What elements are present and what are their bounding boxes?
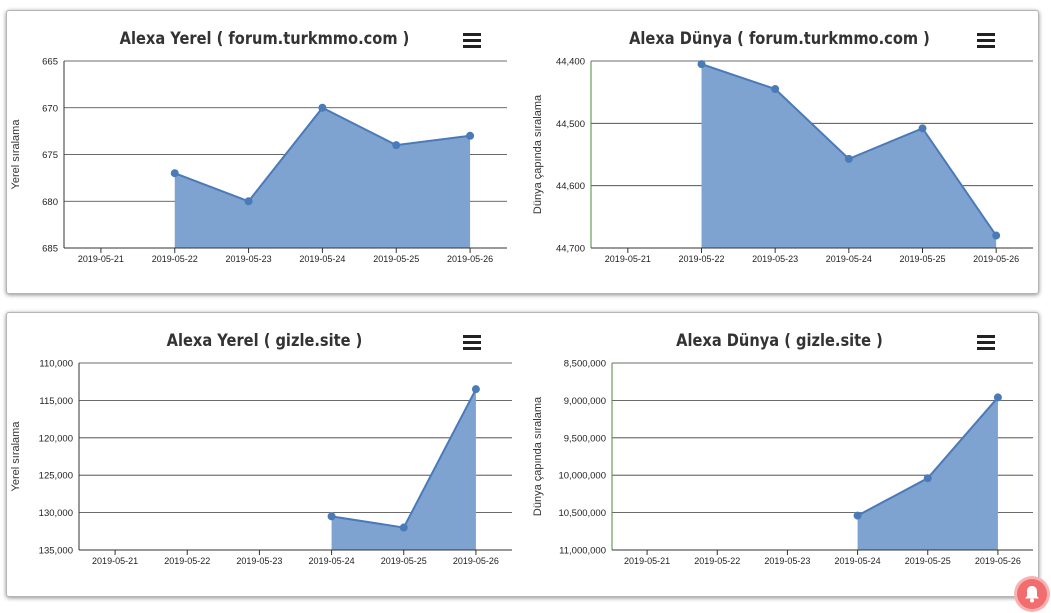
chart-menu-button[interactable] bbox=[463, 33, 481, 49]
y-tick-label: 670 bbox=[42, 103, 58, 114]
y-tick-label: 44,400 bbox=[556, 57, 585, 68]
chart-alexa-local-forum: Alexa Yerel ( forum.turkmmo.com ) 665 670… bbox=[7, 11, 522, 293]
y-tick-label: 115,000 bbox=[39, 396, 73, 407]
series-area bbox=[331, 389, 476, 550]
chart-title: Alexa Yerel ( gizle.site ) bbox=[166, 331, 363, 351]
y-tick-label: 680 bbox=[42, 197, 58, 208]
x-tick-label: 2019-05-25 bbox=[373, 254, 419, 264]
y-tick-label: 130,000 bbox=[39, 508, 73, 519]
y-tick-label: 44,500 bbox=[556, 119, 585, 130]
data-point bbox=[244, 197, 253, 206]
data-point bbox=[318, 103, 327, 112]
y-tick-label: 8,500,000 bbox=[564, 359, 606, 370]
data-point bbox=[327, 512, 336, 521]
x-tick-label: 2019-05-22 bbox=[694, 556, 740, 566]
x-tick-label: 2019-05-21 bbox=[92, 556, 138, 566]
chart-plot-area: 110,000 115,000 120,000 125,000 130,000 135,0… bbox=[10, 359, 512, 566]
hamburger-menu-icon bbox=[463, 33, 481, 36]
y-tick-label: 11,000,000 bbox=[559, 546, 606, 557]
data-point bbox=[923, 474, 932, 483]
y-tick-label: 675 bbox=[42, 150, 58, 161]
chart-menu-button[interactable] bbox=[463, 335, 481, 351]
x-tick-label: 2019-05-24 bbox=[835, 556, 881, 566]
x-tick-label: 2019-05-24 bbox=[299, 254, 345, 264]
x-tick-label: 2019-05-26 bbox=[975, 556, 1021, 566]
y-tick-label: 10,000,000 bbox=[558, 471, 606, 482]
notification-button[interactable] bbox=[1017, 579, 1047, 609]
y-axis-title: Dünya çapında sıralama bbox=[532, 94, 544, 214]
x-tick-label: 2019-05-22 bbox=[152, 254, 198, 264]
chart-panel-forum-turkmmo: Alexa Yerel ( forum.turkmmo.com ) 665 670… bbox=[6, 10, 1039, 294]
x-tick-label: 2019-05-26 bbox=[447, 254, 493, 264]
chart-plot-area: 44,400 44,500 44,600 44,700 2019-05-21 2019-0… bbox=[532, 57, 1033, 264]
y-tick-label: 9,000,000 bbox=[564, 396, 606, 407]
y-tick-label: 10,500,000 bbox=[558, 508, 606, 519]
chart-title: Alexa Yerel ( forum.turkmmo.com ) bbox=[119, 29, 410, 49]
data-point bbox=[471, 385, 480, 394]
x-tick-label: 2019-05-22 bbox=[164, 556, 210, 566]
data-point bbox=[853, 511, 862, 520]
chart-title: Alexa Dünya ( gizle.site ) bbox=[676, 331, 883, 351]
x-tick-label: 2019-05-23 bbox=[226, 254, 272, 264]
hamburger-menu-icon bbox=[977, 33, 995, 36]
data-point bbox=[170, 169, 179, 178]
series-area bbox=[174, 107, 471, 248]
y-tick-label: 135,000 bbox=[39, 546, 73, 557]
chart-alexa-world-forum: Alexa Dünya ( forum.turkmmo.com ) 44,400… bbox=[522, 11, 1037, 293]
y-tick-label: 44,600 bbox=[556, 181, 585, 192]
chart-plot-area: 8,500,000 9,000,000 9,500,000 10,000,000 10,… bbox=[532, 359, 1033, 566]
series-area bbox=[701, 64, 997, 248]
chart-title: Alexa Dünya ( forum.turkmmo.com ) bbox=[629, 29, 930, 49]
y-tick-label: 44,700 bbox=[556, 244, 585, 255]
chart-menu-button[interactable] bbox=[977, 33, 995, 49]
y-tick-label: 125,000 bbox=[39, 471, 73, 482]
data-point bbox=[918, 124, 927, 133]
chart-plot-area: 665 670 675 680 685 2019-05-21 2019-05-22 2019-… bbox=[10, 57, 507, 264]
x-tick-label: 2019-05-22 bbox=[678, 254, 724, 264]
data-point bbox=[466, 131, 475, 140]
data-point bbox=[992, 231, 1001, 240]
x-tick-label: 2019-05-23 bbox=[764, 556, 810, 566]
y-axis-title: Yerel sıralama bbox=[10, 421, 22, 492]
series-area bbox=[857, 397, 998, 550]
hamburger-menu-icon bbox=[977, 335, 995, 338]
chart-panel-gizle-site: Alexa Yerel ( gizle.site ) 110,000 115,00… bbox=[6, 312, 1039, 597]
x-tick-label: 2019-05-26 bbox=[973, 254, 1019, 264]
y-tick-label: 9,500,000 bbox=[564, 433, 606, 444]
chart-alexa-local-gizle: Alexa Yerel ( gizle.site ) 110,000 115,00… bbox=[7, 313, 522, 596]
y-axis-title: Yerel sıralama bbox=[10, 119, 22, 190]
x-tick-label: 2019-05-23 bbox=[236, 556, 282, 566]
y-axis-title: Dünya çapında sıralama bbox=[532, 396, 544, 516]
chart-alexa-world-gizle: Alexa Dünya ( gizle.site ) 8,500,000 9,00… bbox=[522, 313, 1037, 596]
data-point bbox=[392, 141, 401, 150]
x-tick-label: 2019-05-21 bbox=[605, 254, 651, 264]
bell-icon bbox=[1025, 586, 1039, 603]
x-tick-label: 2019-05-24 bbox=[309, 556, 355, 566]
data-point bbox=[771, 85, 780, 94]
chart-menu-button[interactable] bbox=[977, 335, 995, 351]
x-tick-label: 2019-05-23 bbox=[752, 254, 798, 264]
data-point bbox=[399, 523, 408, 532]
x-tick-label: 2019-05-25 bbox=[899, 254, 945, 264]
x-tick-label: 2019-05-21 bbox=[78, 254, 124, 264]
x-tick-label: 2019-05-25 bbox=[381, 556, 427, 566]
hamburger-menu-icon bbox=[463, 335, 481, 338]
x-tick-label: 2019-05-26 bbox=[453, 556, 499, 566]
x-tick-label: 2019-05-24 bbox=[826, 254, 872, 264]
y-tick-label: 685 bbox=[42, 244, 58, 255]
y-tick-label: 665 bbox=[42, 57, 58, 68]
data-point bbox=[844, 154, 853, 163]
x-tick-label: 2019-05-21 bbox=[624, 556, 670, 566]
x-tick-label: 2019-05-25 bbox=[905, 556, 951, 566]
data-point bbox=[697, 60, 706, 69]
data-point bbox=[993, 393, 1002, 402]
y-tick-label: 120,000 bbox=[39, 433, 73, 444]
y-tick-label: 110,000 bbox=[39, 359, 73, 370]
